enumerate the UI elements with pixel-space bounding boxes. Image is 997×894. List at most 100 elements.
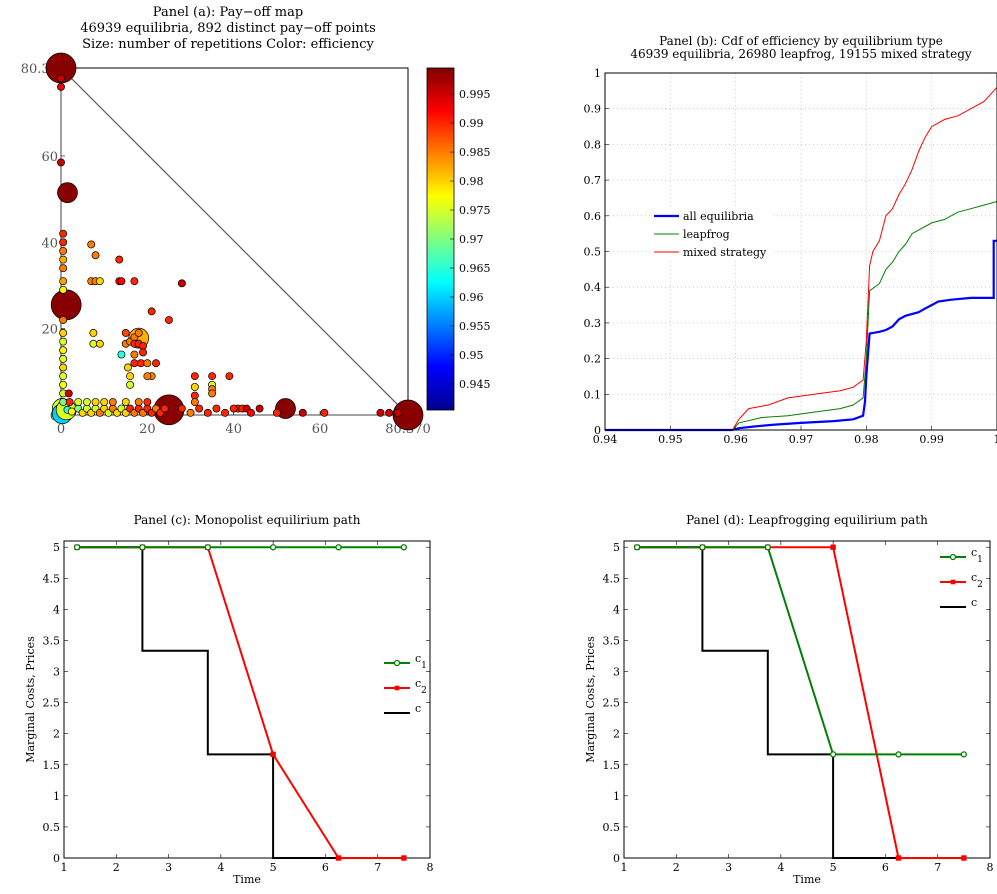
payoff-point	[89, 339, 98, 348]
x-tick-label: 0.96	[723, 433, 748, 446]
series-line-1	[637, 546, 964, 859]
payoff-point	[130, 359, 139, 368]
x-tick-label: 7	[934, 861, 941, 874]
x-tick-label: 60	[312, 422, 329, 437]
chart-title-line: Panel (a): Pay−off map	[153, 5, 303, 20]
payoff-point	[130, 277, 139, 286]
payoff-point	[376, 408, 385, 417]
legend-label: c	[971, 596, 977, 609]
legend-marker	[950, 579, 956, 585]
payoff-point	[190, 398, 199, 406]
x-tick-label: 1	[994, 433, 997, 446]
payoff-point	[65, 398, 74, 406]
y-tick-label: 60	[41, 150, 58, 165]
data-point	[961, 855, 967, 861]
y-tick-label: 1	[613, 790, 620, 803]
payoff-point	[59, 246, 68, 255]
payoff-point	[95, 339, 104, 348]
legend-label: c2	[971, 571, 983, 590]
payoff-point	[117, 277, 126, 286]
x-tick-label: 20	[139, 422, 156, 437]
legend-marker	[393, 659, 401, 667]
payoff-point	[59, 346, 68, 355]
payoff-point	[57, 82, 65, 91]
payoff-point	[91, 398, 100, 406]
colorbar-tick-label: 0.95	[459, 349, 484, 362]
payoff-point	[221, 408, 230, 417]
colorbar-tick-label: 0.97	[459, 233, 484, 246]
payoff-point	[59, 363, 68, 372]
payoff-point	[134, 329, 143, 337]
payoff-point	[203, 408, 212, 417]
x-tick-label: 0.97	[789, 433, 814, 446]
payoff-point	[255, 404, 264, 413]
payoff-point	[164, 316, 173, 324]
x-tick-label: 0.94	[593, 433, 618, 446]
data-point	[401, 855, 407, 861]
data-point	[895, 751, 902, 758]
x-tick-label: 0.98	[854, 433, 879, 446]
data-point	[73, 544, 81, 551]
legend-label-name: c	[415, 702, 421, 715]
payoff-point	[392, 399, 424, 431]
payoff-point	[190, 372, 199, 381]
plot-frame	[623, 540, 991, 859]
payoff-point	[177, 279, 186, 288]
payoff-point	[121, 398, 130, 406]
payoff-point	[139, 341, 147, 350]
legend-marker	[949, 553, 957, 561]
payoff-point	[272, 408, 281, 417]
legend-marker	[394, 685, 400, 691]
legend-label: c1	[971, 546, 983, 565]
payoff-point	[143, 372, 152, 381]
payoff-point	[59, 238, 68, 247]
payoff-point	[143, 359, 152, 368]
x-tick-label: 4	[217, 861, 224, 874]
x-tick-label: 1	[621, 861, 628, 874]
data-point	[269, 544, 277, 551]
chart-title-line: Panel (c): Monopolist equilirium path	[134, 513, 361, 527]
chart-title-line: Panel (b): Cdf of efficiency by equilibr…	[659, 34, 943, 48]
y-tick-label: 1.5	[603, 759, 621, 772]
y-tick-label: 4.5	[43, 572, 61, 585]
legend-label: all equilibria	[683, 210, 754, 223]
y-tick-label: 0	[613, 852, 620, 865]
payoff-point	[59, 255, 68, 264]
payoff-point	[136, 359, 145, 368]
payoff-point	[59, 380, 68, 389]
colorbar-tick-label: 0.98	[459, 175, 484, 188]
x-tick-label: 8	[987, 861, 994, 874]
series-line-2	[77, 546, 404, 859]
payoff-point	[139, 348, 147, 357]
y-tick-label: 1	[53, 790, 60, 803]
y-tick-label: 4.5	[603, 572, 621, 585]
x-tick-label: 3	[165, 861, 172, 874]
payoff-point	[152, 359, 160, 368]
y-tick-label: 0.5	[584, 246, 602, 259]
y-tick-label: 3.5	[603, 634, 621, 647]
legend-label-subscript: 2	[977, 580, 983, 590]
colorbar	[426, 67, 455, 411]
plot-frame	[63, 540, 431, 859]
x-tick-label: 6	[882, 861, 889, 874]
legend-label-subscript: 1	[421, 661, 427, 671]
legend-label-name: c	[415, 677, 421, 690]
panel-d: Panel (d): Leapfrogging equilirium path 1…	[584, 513, 994, 886]
x-tick-label: 0.99	[919, 433, 944, 446]
payoff-point	[108, 398, 117, 406]
legend-label: leapfrog	[683, 228, 730, 241]
payoff-point	[95, 277, 104, 286]
chart-title-line: 46939 equilibria, 892 distinct pay−off p…	[80, 21, 376, 36]
payoff-point	[225, 372, 234, 381]
y-tick-label: 0.5	[603, 821, 621, 834]
data-point	[830, 544, 836, 550]
colorbar-tick-label: 0.985	[459, 146, 491, 159]
colorbar-tick-label: 0.965	[459, 262, 491, 275]
legend-label-name: c	[415, 652, 421, 665]
panel-c: Panel (c): Monopolist equilirium path 1 2 3…	[24, 513, 434, 886]
y-tick-label: 3	[53, 666, 60, 679]
payoff-point	[320, 408, 329, 417]
x-tick-label: 8	[427, 861, 434, 874]
payoff-point	[393, 408, 402, 417]
